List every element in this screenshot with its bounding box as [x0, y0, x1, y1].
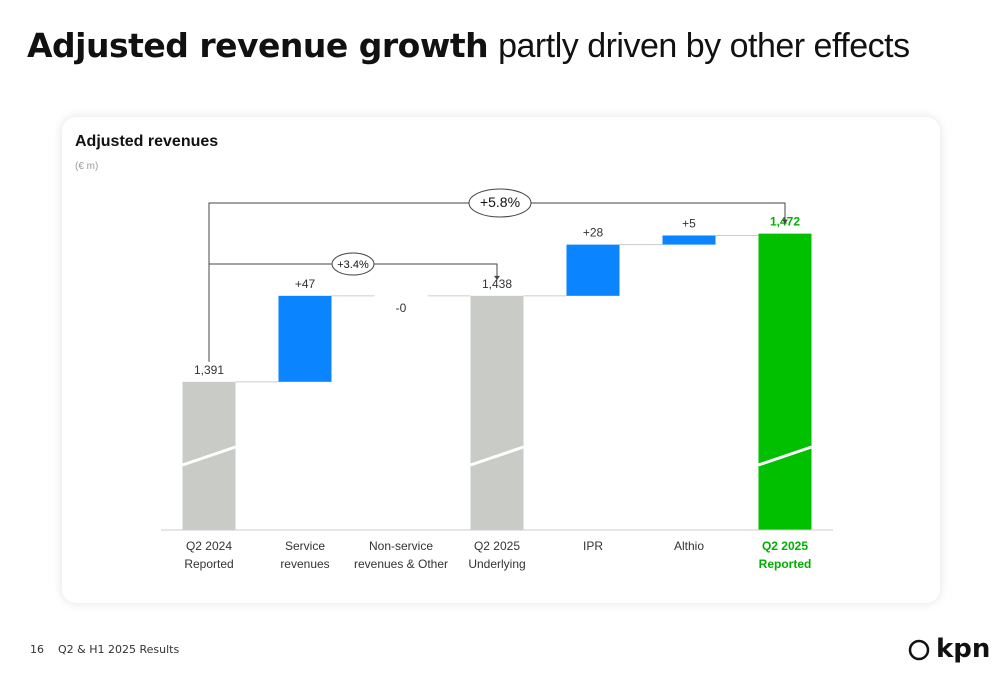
axis-break — [758, 445, 812, 467]
value-label: 1,438 — [482, 277, 512, 291]
bracket — [209, 263, 498, 280]
bar — [470, 295, 524, 530]
logo: kpn — [936, 634, 991, 664]
value-label: +5 — [682, 216, 696, 230]
axis-break — [182, 445, 236, 467]
x-tick-label: revenues — [280, 557, 329, 571]
x-tick-label: Q2 2024 — [186, 539, 232, 553]
page-number: 16 — [30, 643, 44, 656]
x-tick-label: Reported — [184, 557, 233, 571]
slide-title: Adjusted revenue growth partly driven by… — [27, 26, 910, 66]
footer-text: Q2 & H1 2025 Results — [58, 643, 180, 656]
x-tick-label: Service — [285, 539, 325, 553]
annotation: +3.4% — [337, 259, 369, 271]
x-tick-label: IPR — [583, 539, 603, 553]
x-tick-label: Underlying — [468, 557, 525, 571]
value-label: -0 — [396, 301, 407, 315]
bar — [758, 233, 812, 530]
value-label: +47 — [295, 277, 316, 291]
value-label: 1,391 — [194, 363, 224, 377]
title-bold: Adjusted revenue growth — [27, 26, 489, 65]
annotation-bubble — [468, 188, 532, 218]
chart-subtitle: (€ m) — [75, 161, 98, 172]
x-tick-label: Non-service — [369, 539, 433, 553]
axis-break — [470, 445, 524, 467]
annotation-bubble — [331, 252, 375, 276]
value-label: +28 — [583, 226, 604, 240]
bar — [278, 295, 332, 382]
x-tick-label: Q2 2025 — [762, 539, 808, 553]
x-tick-label: Q2 2025 — [474, 539, 520, 553]
arrow-head — [782, 219, 788, 224]
x-tick-label: Althio — [674, 539, 704, 553]
x-tick-label: revenues & Other — [354, 557, 448, 571]
arrow-head — [494, 275, 500, 280]
x-tick-label: Reported — [759, 557, 812, 571]
bar — [566, 244, 620, 296]
annotation: +5.8% — [480, 194, 520, 210]
bar — [662, 235, 716, 245]
chart-title: Adjusted revenues — [75, 133, 218, 150]
title-rest: partly driven by other effects — [498, 27, 910, 65]
